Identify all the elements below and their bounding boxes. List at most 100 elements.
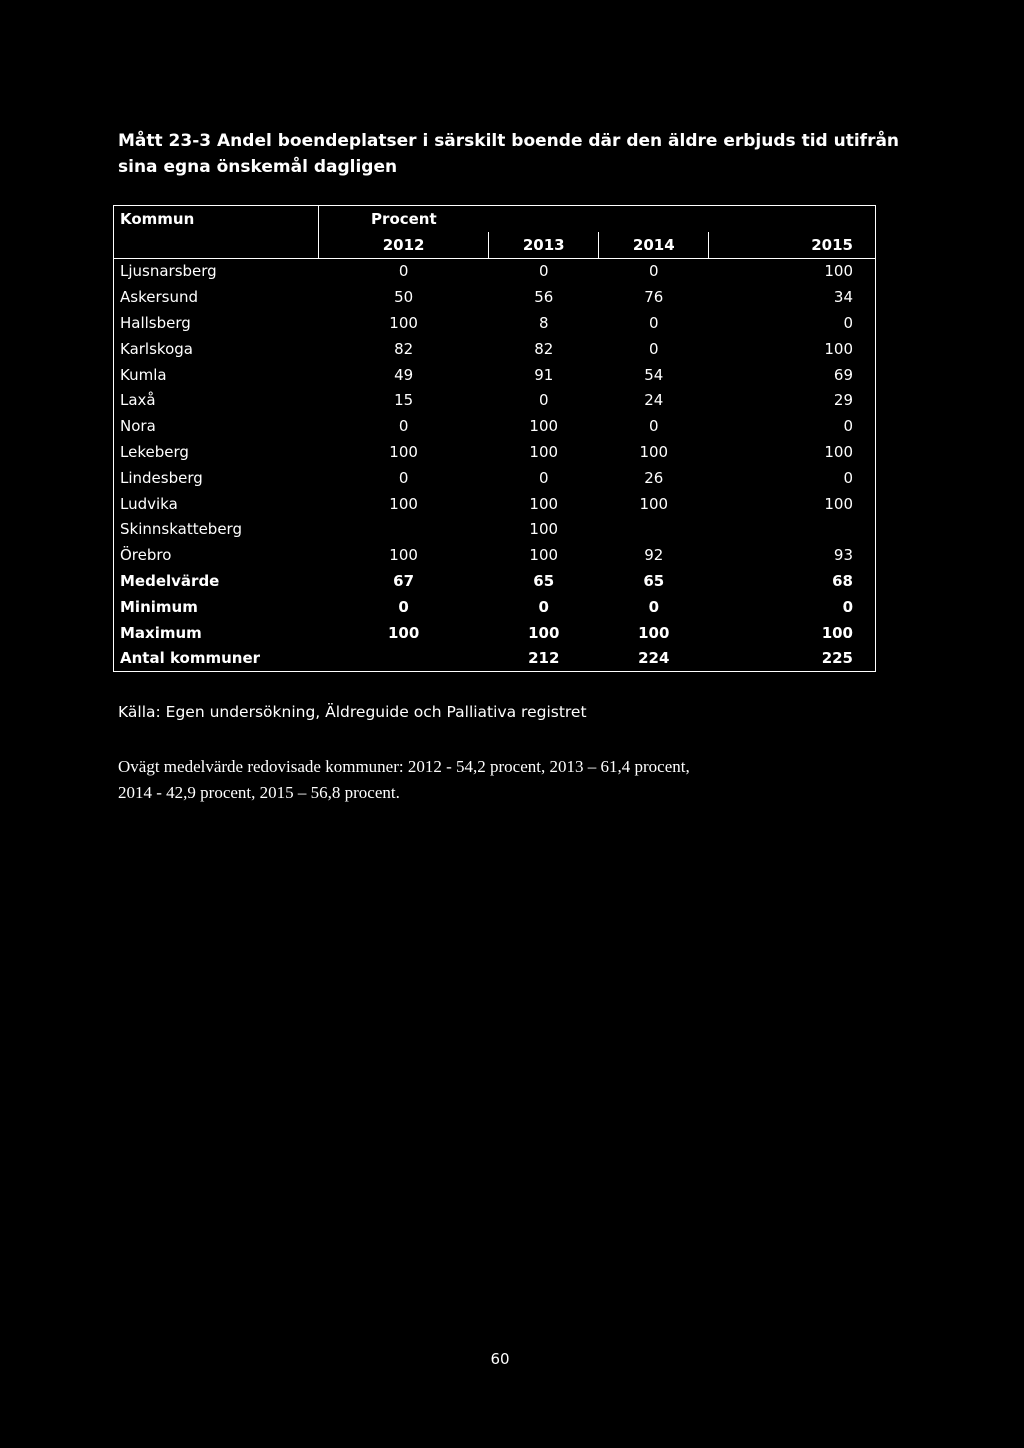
value-cell: 56 [534, 288, 554, 307]
summary-row: Maximum 100 100 100 100 [113, 619, 876, 646]
value-cell: 0 [649, 314, 659, 333]
kommun-name: Nora [113, 413, 319, 440]
table-title: Mått 23-3 Andel boendeplatser i särskilt… [118, 128, 900, 180]
value-cell: 100 [387, 623, 420, 642]
value-cell: 76 [644, 288, 664, 307]
table-row: Skinnskatteberg 100 [113, 516, 876, 543]
value-cell: 54 [644, 365, 664, 384]
value-cell: 15 [394, 391, 414, 410]
value-cell: 100 [639, 443, 669, 462]
source-note: Källa: Egen undersökning, Äldreguide och… [118, 703, 587, 721]
value-cell: 100 [389, 443, 418, 462]
kommun-name: Skinnskatteberg [113, 516, 319, 543]
value-cell: 100 [638, 623, 670, 642]
value-cell: 100 [529, 494, 559, 513]
value-cell: 93 [708, 542, 876, 569]
value-cell: 8 [538, 314, 549, 333]
value-cell: 0 [708, 413, 876, 440]
kommun-name: Askersund [113, 284, 319, 311]
value-cell: 0 [538, 391, 549, 410]
value-cell: 212 [488, 645, 599, 673]
value-cell: 49 [394, 365, 414, 384]
value-cell: 68 [708, 568, 876, 594]
value-cell: 69 [708, 361, 876, 388]
table-row: Ludvika 100 100 100 100 [113, 490, 876, 517]
table-row: Örebro 100 100 92 93 [113, 542, 876, 569]
summary-row: Medelvärde 67 65 65 68 [113, 568, 876, 594]
header-year: 2012 [317, 231, 489, 259]
header-row-years: 2012 2013 2014 2015 [113, 231, 876, 259]
kommun-name: Maximum [113, 619, 319, 646]
value-cell: 0 [648, 597, 659, 616]
table-row: Kumla 49 91 54 69 [113, 361, 876, 388]
value-cell [708, 516, 876, 543]
title-line-2: sina egna önskemål dagligen [118, 157, 398, 177]
kommun-name: Ludvika [113, 490, 319, 517]
value-cell: 0 [649, 339, 659, 358]
value-cell: 67 [393, 572, 415, 591]
value-cell: 34 [708, 284, 876, 311]
mean-note-line-2: 2014 - 42,9 procent, 2015 – 56,8 procent… [118, 783, 400, 802]
value-cell: 100 [529, 417, 559, 436]
kommun-name: Medelvärde [113, 568, 319, 594]
value-cell: 224 [598, 645, 709, 673]
value-cell: 100 [708, 490, 876, 517]
table-row: Karlskoga 82 82 0 100 [113, 335, 876, 362]
value-cell [599, 517, 709, 543]
value-cell: 0 [398, 468, 409, 487]
value-cell: 100 [529, 443, 559, 462]
table-row: Hallsberg 100 8 0 0 [113, 310, 876, 336]
value-cell: 0 [649, 417, 659, 436]
header-year: 2014 [598, 231, 709, 259]
value-cell: 82 [534, 339, 554, 358]
header-procent: Procent [317, 204, 489, 232]
kommun-name: Örebro [113, 542, 319, 569]
data-table: Kommun Procent 2012 2013 2014 2015 Ljusn… [113, 204, 876, 673]
value-cell: 65 [643, 572, 665, 591]
value-cell: 50 [394, 288, 414, 307]
table-row: Lindesberg 0 0 26 0 [113, 464, 876, 491]
table-row: Lekeberg 100 100 100 100 [113, 439, 876, 465]
table-row: Ljusnarsberg 0 0 0 100 [113, 258, 876, 285]
count-row: Antal kommuner 212 224 225 [113, 645, 876, 673]
value-cell: 26 [644, 468, 664, 487]
mean-note-line-1: Ovägt medelvärde redovisade kommuner: 20… [118, 757, 690, 776]
value-cell: 0 [649, 262, 659, 281]
value-cell: 100 [639, 494, 669, 513]
value-cell: 0 [708, 593, 876, 620]
value-cell: 100 [708, 335, 876, 362]
kommun-name: Minimum [113, 593, 319, 620]
header-year: 2013 [488, 231, 599, 259]
value-cell: 100 [708, 439, 876, 465]
value-cell: 100 [529, 546, 559, 565]
table-row: Askersund 50 56 76 34 [113, 284, 876, 311]
mean-note: Ovägt medelvärde redovisade kommuner: 20… [118, 754, 838, 806]
kommun-name: Kumla [113, 361, 319, 388]
value-cell: 100 [708, 619, 876, 646]
kommun-name: Hallsberg [113, 310, 319, 336]
kommun-name: Lekeberg [113, 439, 319, 465]
value-cell: 225 [708, 645, 876, 673]
value-cell: 0 [398, 417, 409, 436]
value-cell: 0 [538, 468, 549, 487]
value-cell: 92 [644, 546, 664, 565]
value-cell: 100 [528, 623, 560, 642]
title-line-1: Mått 23-3 Andel boendeplatser i särskilt… [118, 131, 900, 151]
header-row-1: Kommun Procent [113, 204, 876, 232]
value-cell: 0 [708, 310, 876, 336]
value-cell: 100 [389, 314, 418, 333]
value-cell: 0 [538, 597, 549, 616]
summary-row: Minimum 0 0 0 0 [113, 593, 876, 620]
value-cell: 0 [708, 464, 876, 491]
value-cell: 91 [534, 365, 554, 384]
table-row: Nora 0 100 0 0 [113, 413, 876, 440]
value-cell: 100 [529, 520, 559, 539]
kommun-name: Ljusnarsberg [113, 258, 319, 285]
value-cell: 82 [394, 339, 414, 358]
kommun-name: Lindesberg [113, 464, 319, 491]
table-row: Laxå 15 0 24 29 [113, 387, 876, 414]
value-cell [318, 645, 489, 673]
value-cell: 65 [533, 572, 555, 591]
value-cell: 100 [708, 258, 876, 285]
header-kommun: Kommun [113, 204, 319, 232]
